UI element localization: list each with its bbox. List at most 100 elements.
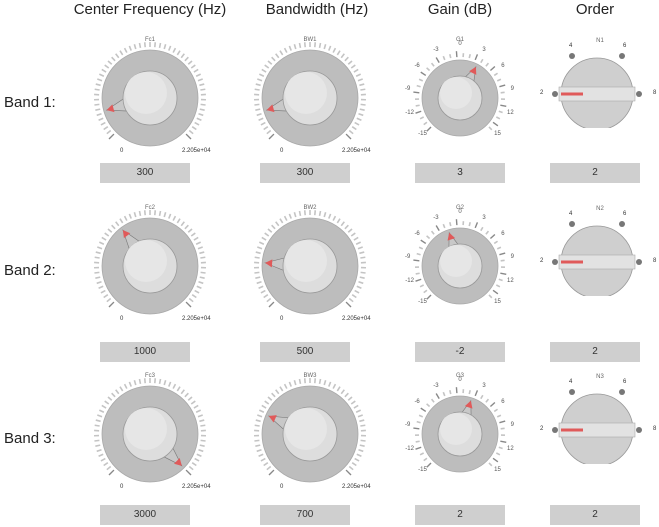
order-position-label: 6 (623, 379, 627, 385)
knob-tick (275, 389, 280, 395)
knob-tick (180, 389, 185, 395)
knob-tick (195, 73, 202, 78)
knob-tick (95, 419, 101, 423)
knob-tick (500, 104, 507, 107)
knob-face-highlight (285, 72, 327, 114)
knob-tick (191, 462, 197, 467)
knob-tick (95, 444, 101, 447)
order-switch[interactable]: N1 2 4 6 8 (540, 38, 656, 128)
knob-tick (194, 289, 200, 294)
knob-tick (98, 241, 105, 246)
knob-tick (98, 409, 105, 414)
gain-knob-graphic (413, 51, 507, 137)
knob-tick (336, 386, 341, 392)
gain-knob-graphic (413, 219, 507, 305)
knob-tick (344, 224, 349, 230)
order-position-label: 2 (540, 90, 544, 96)
knob-tick (496, 414, 502, 418)
gain-tick-label: -9 (404, 85, 411, 92)
knob-tick (163, 44, 167, 50)
knob-tick (268, 301, 275, 308)
knob-tick (198, 448, 204, 453)
fc-knob[interactable]: Fc2 0 2.205e+04 (90, 198, 211, 328)
order-value-field[interactable]: 2 (550, 342, 640, 362)
bw-knob[interactable]: BW3 0 2.205e+04 (250, 366, 371, 496)
knob-tick (119, 386, 124, 392)
fc-knob[interactable]: Fc1 0 2.205e+04 (90, 30, 211, 160)
fc-value-field[interactable]: 1000 (100, 342, 190, 362)
order-switch[interactable]: N2 2 4 6 8 (540, 206, 656, 296)
order-value-field[interactable]: 2 (550, 505, 640, 525)
knob-tick (191, 294, 197, 299)
knob-tick (293, 380, 297, 386)
bw-knob[interactable]: BW1 0 2.205e+04 (250, 30, 371, 160)
fc-min-label: 0 (120, 484, 124, 490)
order-position-label: 4 (569, 379, 573, 385)
knob-tick (199, 83, 205, 87)
order-value-field[interactable]: 2 (550, 163, 640, 183)
bw-knob[interactable]: BW2 0 2.205e+04 (250, 198, 371, 328)
order-position-dot (619, 53, 625, 59)
bw-value-field[interactable]: 300 (260, 163, 350, 183)
bw-value-field[interactable]: 700 (260, 505, 350, 525)
knob-tick (199, 276, 205, 279)
knob-tick (196, 285, 202, 289)
knob-tick (423, 289, 428, 294)
knob-tick (356, 117, 362, 121)
knob-tick (348, 465, 354, 471)
knob-tick (430, 398, 435, 403)
knob-tick (489, 233, 496, 240)
gain-knob-title: G1 (455, 37, 464, 43)
knob-face-highlight (440, 413, 472, 445)
knob-tick (420, 71, 427, 77)
gain-tick-label: 12 (507, 446, 514, 453)
order-position-dot (619, 389, 625, 395)
bw-value-field[interactable]: 500 (260, 342, 350, 362)
gain-knob[interactable]: G3 -15 -12 -9 -6 -3 0 3 6 9 12 15 (400, 366, 520, 496)
knob-tick (283, 383, 288, 389)
knob-tick (98, 73, 105, 78)
knob-tick (288, 45, 292, 51)
knob-tick (332, 47, 337, 53)
knob-tick (350, 232, 356, 237)
gain-value-field[interactable]: -2 (415, 342, 505, 362)
knob-tick (254, 256, 260, 259)
order-switch-handle (558, 86, 636, 102)
knob-tick (107, 60, 113, 65)
knob-tick (468, 53, 471, 59)
knob-tick (254, 103, 260, 106)
knob-tick (355, 409, 362, 414)
gain-value-field[interactable]: 3 (415, 163, 505, 183)
knob-tick (263, 126, 269, 131)
knob-tick (158, 378, 162, 385)
gain-tick-label: -3 (433, 214, 439, 221)
gain-knob[interactable]: G2 -15 -12 -9 -6 -3 0 3 6 9 12 15 (400, 198, 520, 328)
order-position-dot (569, 221, 575, 227)
fc-knob[interactable]: Fc3 0 2.205e+04 (90, 366, 211, 496)
knob-tick (442, 55, 446, 61)
band-label: Band 1: (4, 94, 56, 111)
gain-knob[interactable]: G1 -15 -12 -9 -6 -3 0 3 6 9 12 15 (400, 30, 520, 160)
knob-tick (168, 213, 172, 219)
knob-tick (101, 236, 107, 241)
knob-tick (98, 285, 104, 289)
gain-value-field[interactable]: 2 (415, 505, 505, 525)
knob-tick (318, 42, 322, 49)
knob-tick (419, 116, 425, 120)
header-order: Order (575, 1, 615, 18)
knob-tick (263, 294, 269, 299)
fc-value-field[interactable]: 300 (100, 163, 190, 183)
fc-value-field[interactable]: 3000 (100, 505, 190, 525)
knob-tick (180, 221, 185, 227)
knob-tick (255, 251, 261, 255)
knob-tick (190, 232, 196, 237)
knob-tick (360, 271, 366, 274)
knob-tick (426, 67, 431, 72)
knob-tick (442, 391, 446, 397)
knob-tick (95, 83, 101, 87)
knob-tick (351, 294, 357, 299)
knob-tick (195, 241, 202, 246)
order-switch[interactable]: N3 2 4 6 8 (540, 374, 656, 464)
knob-tick (103, 294, 109, 299)
knob-tick (107, 396, 113, 401)
